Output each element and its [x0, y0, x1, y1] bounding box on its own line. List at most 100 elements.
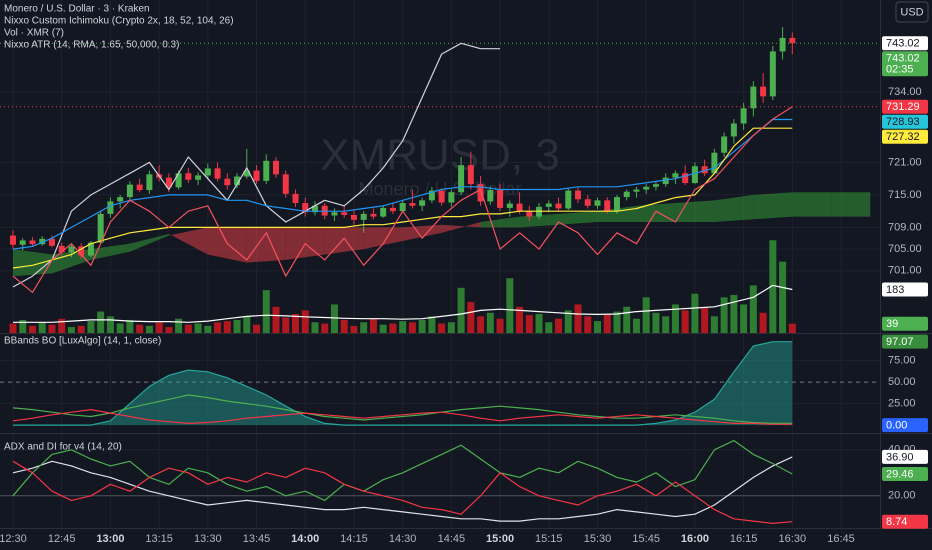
- volume-bar: [155, 322, 163, 333]
- cloud-segment: [753, 192, 793, 220]
- indicator-label: Vol · XMR (7): [4, 28, 64, 39]
- candle-body: [750, 86, 757, 109]
- candle-body: [419, 200, 426, 206]
- cloud-segment: [168, 227, 208, 255]
- volume-bar: [671, 304, 679, 333]
- candle-body: [721, 136, 728, 153]
- y-tick-label: 701.00: [888, 265, 922, 277]
- volume-bar: [418, 319, 426, 333]
- candle-body: [195, 175, 202, 180]
- candle-body: [165, 177, 172, 188]
- volume-bar: [194, 323, 202, 333]
- indicator-line: [12, 460, 793, 524]
- volume-bar: [223, 321, 231, 333]
- cloud-segment: [402, 224, 442, 241]
- volume-bar: [730, 294, 738, 333]
- candle-body: [370, 213, 377, 217]
- currency-button[interactable]: [895, 1, 929, 23]
- chart-title: Monero / U.S. Dollar · 3 · Kraken: [4, 4, 150, 15]
- volume-bar: [214, 322, 222, 333]
- price-label-box: [882, 418, 928, 433]
- candle-body: [604, 200, 611, 212]
- volume-bar: [496, 318, 504, 333]
- volume-bar: [438, 323, 446, 333]
- volume-bar: [759, 312, 767, 333]
- price-label: 727.32: [886, 131, 920, 143]
- candle-body: [575, 190, 582, 200]
- volume-bar: [408, 322, 416, 333]
- indicator-line: [12, 106, 793, 293]
- candle-body: [555, 203, 562, 209]
- price-label-box: [882, 514, 928, 529]
- volume-bar: [652, 312, 660, 333]
- volume-bar: [623, 306, 631, 333]
- indicator-line: [12, 118, 793, 250]
- watermark: XMRUSD, 3: [320, 131, 560, 180]
- candle-body: [282, 174, 289, 194]
- candle-body: [146, 174, 153, 191]
- candle-body: [779, 37, 786, 52]
- candle-body: [399, 203, 406, 212]
- volume-bar: [97, 311, 105, 333]
- candle-body: [331, 212, 338, 216]
- volume-bar: [291, 313, 299, 333]
- candle-body: [341, 212, 348, 215]
- volume-bar: [272, 306, 280, 333]
- volume-bar: [428, 316, 436, 333]
- volume-bar: [477, 316, 485, 333]
- volume-bar: [126, 319, 134, 333]
- cloud-segment: [558, 211, 598, 225]
- price-label-box: [882, 36, 928, 51]
- volume-bar: [379, 324, 387, 333]
- volume-bar: [360, 322, 368, 333]
- candle-body: [97, 213, 104, 243]
- x-tick-label: 14:45: [438, 533, 466, 545]
- indicator-line: [12, 127, 793, 269]
- candle-body: [292, 193, 299, 204]
- x-tick-label: 13:30: [194, 533, 222, 545]
- volume-bar: [506, 278, 514, 333]
- candle-body: [224, 178, 231, 186]
- price-label: 183: [886, 284, 904, 296]
- candle-body: [643, 186, 650, 190]
- candle-body: [380, 207, 387, 217]
- price-label: 36.90: [886, 451, 914, 463]
- volume-bar: [9, 323, 17, 333]
- x-tick-label: 16:15: [730, 533, 758, 545]
- indicator-line: [13, 284, 793, 323]
- x-tick-label: 13:15: [145, 533, 173, 545]
- candle-body: [565, 190, 572, 209]
- volume-bar: [399, 321, 407, 333]
- volume-bar: [691, 293, 699, 333]
- x-tick-label: 16:00: [681, 533, 709, 545]
- x-tick-label: 15:45: [632, 533, 660, 545]
- candle-body: [623, 191, 630, 198]
- candle-body: [769, 51, 776, 97]
- volume-bar: [720, 297, 728, 333]
- candle-body: [68, 246, 75, 253]
- volume-bar: [701, 306, 709, 333]
- candle-body: [545, 203, 552, 207]
- candle-body: [78, 246, 85, 256]
- y-tick-label: 721.00: [888, 156, 922, 168]
- y-tick-label: 20.00: [888, 490, 916, 502]
- candle-body: [126, 184, 133, 198]
- cloud-segment: [363, 227, 403, 250]
- indicator-area: [13, 341, 793, 426]
- price-label: 8.74: [886, 516, 907, 528]
- candle-body: [740, 108, 747, 124]
- volume-bar: [516, 306, 524, 333]
- candle-body: [633, 189, 640, 192]
- price-label-box: [882, 316, 928, 331]
- candle-body: [19, 240, 26, 245]
- marks-layer: [9, 27, 871, 524]
- candle-body: [789, 37, 796, 44]
- volume-bar: [350, 325, 358, 333]
- currency-label[interactable]: USD: [900, 6, 923, 18]
- countdown-label: 02:35: [886, 64, 914, 76]
- indicator-line: [12, 409, 793, 425]
- price-label: 0.00: [886, 420, 907, 432]
- volume-bar: [340, 319, 348, 333]
